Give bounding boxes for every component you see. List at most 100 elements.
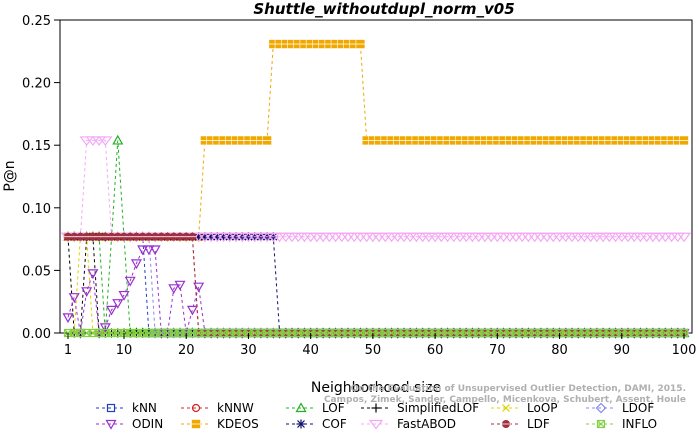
point-odin [81,287,93,298]
x-tick-label: 40 [302,343,319,358]
legend-label-ldf: LDF [527,417,550,431]
point-fastabod [291,232,306,243]
point-fastabod [577,232,592,243]
legend-marker-knn [106,403,116,413]
point-fastabod [645,232,661,243]
legend-marker-knnw [191,403,201,413]
point-fastabod [664,232,679,243]
point-fastabod [98,136,113,146]
point-fastabod [465,232,480,243]
point-fastabod [322,232,337,243]
legend-item-kdeos: KDEOS [181,417,259,431]
point-fastabod [602,232,617,243]
series-kdeos [63,39,689,242]
point-kdeos [262,135,272,146]
legend-label-loop: LoOP [527,401,558,415]
point-odin [143,245,155,256]
point-fastabod [595,232,611,243]
point-fastabod [340,232,356,243]
point-fastabod [396,232,412,243]
point-fastabod [278,232,293,243]
legend-item-ldf: LDF [491,417,550,431]
point-odin [118,290,130,301]
legend-item-lof: LOF [286,401,345,415]
point-fastabod [477,232,493,243]
series-ldf [63,232,689,337]
point-fastabod [627,232,642,243]
series-simplifiedlof [63,232,689,338]
plot-frame [59,19,693,334]
legend-label-lof: LOF [322,401,345,415]
point-fastabod [353,232,368,243]
point-fastabod [440,232,455,243]
point-odin [168,284,180,295]
point-fastabod [552,232,567,243]
series-cof [63,232,689,338]
watermark-line-2: On the Evaluation of Unsupervised Outlie… [351,384,686,394]
point-odin [124,276,136,287]
point-fastabod [589,232,605,243]
legend-marker-cof [296,419,306,429]
x-tick-label: 60 [427,343,444,358]
point-fastabod [403,232,418,243]
x-tick-label: 20 [178,343,195,358]
chart-title: Shuttle_withoutdupl_norm_v05 [253,0,514,18]
point-fastabod [409,232,424,243]
point-lof [112,134,124,145]
series-fastabod [60,136,692,243]
point-fastabod [651,232,667,243]
point-fastabod [284,232,300,243]
legend-marker-odin [105,419,117,430]
legend-marker-kdeos [191,419,201,429]
point-fastabod [415,232,430,243]
point-fastabod [539,232,555,243]
point-fastabod [459,232,474,243]
point-fastabod [533,232,549,243]
x-axis: 1 10 20 30 40 50 60 70 80 90 100 [64,333,696,358]
point-fastabod [334,232,349,243]
point-fastabod [365,232,381,243]
point-odin [106,305,118,316]
point-fastabod [427,232,443,243]
point-fastabod [490,232,505,243]
legend-item-simplifiedlof: SimplifiedLOF [361,401,479,415]
point-ldf [150,232,160,241]
point-odin [87,269,99,280]
point-fastabod [359,232,374,243]
point-fastabod [297,232,312,243]
point-fastabod [620,232,636,243]
x-tick-label: 50 [365,343,382,358]
legend-item-cof: COF [286,417,347,431]
point-fastabod [421,232,437,243]
legend-label-simplifiedlof: SimplifiedLOF [397,401,479,415]
legend-item-fastabod: FastABOD [361,417,456,431]
y-axis: 0.00 0.05 0.10 0.15 0.20 0.25 [22,14,60,342]
x-tick-label: 80 [551,343,568,358]
legend-label-cof: COF [322,417,347,431]
point-fastabod [658,232,673,243]
legend-label-inflo: INFLO [622,417,657,431]
y-tick-label: 0.15 [22,139,51,154]
point-fastabod [633,232,648,243]
series-inflo [63,328,689,338]
y-tick-label: 0.00 [22,327,51,342]
legend-marker-ldof [595,402,607,414]
x-tick-label: 1 [64,343,72,358]
point-fastabod [608,232,623,243]
point-fastabod [390,232,405,243]
point-odin [112,299,124,309]
point-fastabod [521,232,536,243]
legend-label-ldof: LDOF [622,401,654,415]
point-ldf [175,232,185,241]
series-line-fastabod [68,139,684,238]
legend: kNN kNNW LOF SimplifiedLOF LoOP LDOF ODIN KDEOS… [96,401,657,431]
legend-label-knnw: kNNW [217,401,254,415]
point-ldf [187,232,197,241]
y-tick-label: 0.20 [22,77,51,92]
legend-item-ldof: LDOF [586,401,654,415]
legend-marker-fastabod [368,419,384,430]
point-kdeos [679,135,689,146]
point-fastabod [315,232,331,243]
point-fastabod [328,232,343,243]
point-fastabod [85,136,101,146]
